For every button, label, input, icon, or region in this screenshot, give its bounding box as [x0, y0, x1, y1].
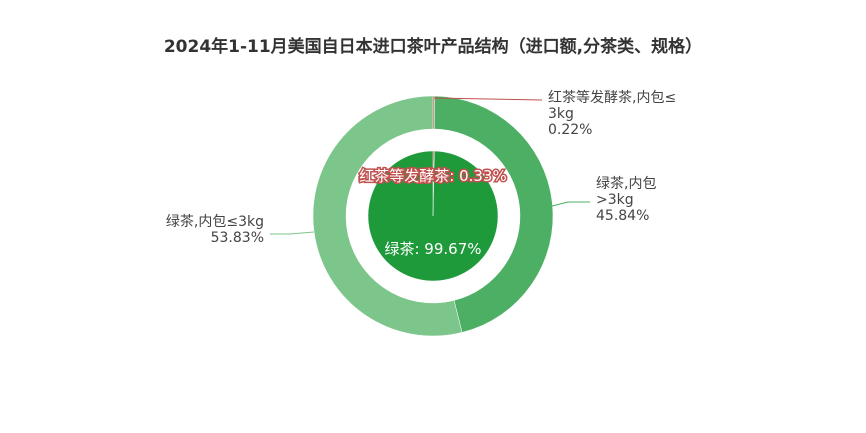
inner-label-1: 绿茶: 99.67% [384, 240, 481, 258]
outer-label-1-2: 45.84% [596, 208, 649, 224]
inner-label-0: 红茶等发酵茶: 0.33% [359, 167, 506, 185]
label-line-2 [270, 231, 315, 235]
outer-label-1-0: 绿茶,内包 [596, 176, 656, 192]
chart-title: 2024年1-11月美国自日本进口茶叶产品结构（进口额,分茶类、规格） [163, 37, 703, 57]
outer-label-2-1: 53.83% [211, 230, 264, 246]
outer-label-1-1: >3kg [596, 192, 634, 208]
outer-label-0-1: 3kg [548, 106, 574, 122]
label-line-0 [433, 97, 543, 101]
outer-slice-2[interactable] [312, 95, 463, 337]
outer-label-0-0: 红茶等发酵茶,内包≤ [548, 89, 676, 106]
outer-label-0-2: 0.22% [548, 122, 592, 138]
label-line-1 [551, 201, 590, 207]
inner-slice-1[interactable] [367, 150, 499, 282]
outer-slice-1[interactable] [433, 95, 554, 333]
outer-label-2-0: 绿茶,内包≤3kg [166, 214, 264, 230]
